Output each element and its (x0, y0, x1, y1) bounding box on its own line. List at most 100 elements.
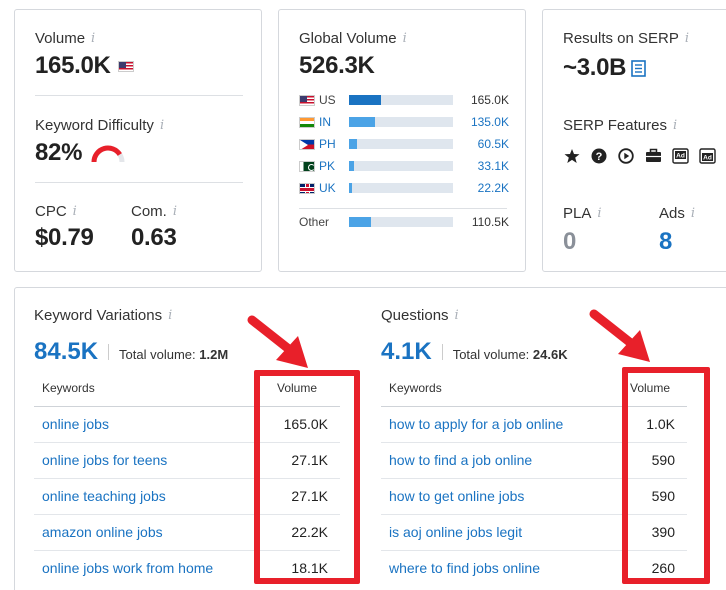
keyword-link[interactable]: online jobs work from home (42, 560, 214, 577)
ads-value[interactable]: 8 (659, 228, 673, 255)
ad-top-icon[interactable]: Ad (671, 147, 689, 165)
info-icon[interactable]: i (402, 31, 407, 46)
ph-flag-icon (299, 138, 315, 150)
keyword-link[interactable]: is aoj online jobs legit (381, 514, 613, 551)
country-row-in[interactable]: IN 135.0K (299, 114, 509, 130)
separator (441, 344, 443, 360)
highlight-box (622, 367, 710, 584)
serp-card: Results on SERP i ~3.0B SERP Features i ? … (542, 9, 726, 272)
annotation-arrow (589, 309, 650, 362)
keyword-link[interactable]: where to find jobs online (389, 560, 540, 577)
info-icon[interactable]: i (454, 308, 459, 323)
ads-label: Ads i (659, 205, 696, 222)
in-flag-icon (299, 116, 315, 128)
cpc-value: $0.79 (35, 224, 94, 251)
country-code: IN (319, 115, 331, 129)
global-volume-card: Global Volume i 526.3K US 165.0K IN 135.0K PH… (278, 9, 526, 272)
divider (35, 95, 243, 96)
country-volume: 60.5K (477, 137, 509, 151)
keyword-variations-table: Keywords Volume online jobs 165.0K online … (34, 370, 340, 586)
volume-cell: 18.1K (291, 560, 328, 577)
pla-label: PLA i (563, 205, 602, 222)
difficulty-gauge-icon (91, 145, 125, 163)
keyword-variations-stat: 84.5K Total volume: 1.2M (34, 338, 228, 366)
info-icon[interactable]: i (72, 204, 77, 219)
info-icon[interactable]: i (690, 206, 696, 221)
volume-value: 165.0K (35, 52, 134, 80)
volume-bar (349, 161, 453, 171)
country-code: PH (319, 137, 336, 151)
keyword-link[interactable]: amazon online jobs (34, 514, 254, 551)
table-row: how to apply for a job online 1.0K (381, 406, 687, 443)
country-volume: 135.0K (470, 115, 509, 129)
info-icon[interactable]: i (91, 31, 96, 46)
info-icon[interactable]: i (159, 118, 165, 133)
pla-value: 0 (563, 228, 577, 255)
volume-cell: 27.1K (254, 478, 340, 515)
us-flag-icon (117, 60, 134, 72)
keyword-link[interactable]: online jobs for teens (34, 442, 254, 479)
keyword-link[interactable]: online teaching jobs (34, 478, 254, 515)
keyword-link[interactable]: how to get online jobs (381, 478, 613, 515)
volume-bar (349, 183, 453, 193)
info-icon[interactable]: i (597, 206, 602, 221)
keyword-link[interactable]: how to apply for a job online (381, 406, 613, 443)
briefcase-icon[interactable] (644, 147, 662, 165)
volume-bar (349, 117, 453, 127)
ad-bottom-icon[interactable]: Ad (698, 147, 716, 165)
country-code: PK (319, 159, 336, 173)
table-row: online teaching jobs 27.1K (34, 478, 340, 515)
svg-text:?: ? (596, 151, 603, 163)
us-flag-icon (299, 94, 315, 106)
keyword-difficulty-value: 82% (35, 139, 126, 167)
divider (299, 208, 507, 209)
country-code: UK (319, 181, 336, 195)
pk-flag-icon (299, 160, 315, 172)
keyword-link[interactable]: how to find a job online (381, 442, 613, 479)
keyword-variations-count[interactable]: 84.5K (34, 338, 99, 365)
overview-card: Volume i 165.0K Keyword Difficulty i 82% C… (14, 9, 262, 272)
global-volume-label: Global Volume i (299, 30, 407, 47)
info-icon[interactable]: i (168, 308, 173, 323)
questions-count[interactable]: 4.1K (381, 338, 432, 365)
volume-bar (349, 95, 453, 105)
country-volume: 165.0K (470, 93, 509, 107)
volume-cell: 27.1K (254, 442, 340, 479)
svg-text:Ad: Ad (703, 155, 712, 162)
volume-bar (349, 139, 453, 149)
play-icon[interactable] (617, 147, 635, 165)
country-row-us[interactable]: US 165.0K (299, 92, 509, 108)
volume-bar-fill (349, 217, 371, 227)
country-volume: 33.1K (477, 159, 509, 173)
volume-cell: 22.2K (254, 514, 340, 551)
country-row-pk[interactable]: PK 33.1K (299, 158, 509, 174)
volume-cell: 260 (651, 560, 675, 577)
info-icon[interactable]: i (684, 31, 690, 46)
questions-stat: 4.1K Total volume: 24.6K (381, 338, 568, 366)
keyword-link[interactable]: online jobs (34, 406, 254, 443)
serp-features-icons: ? Ad Ad (563, 147, 716, 165)
country-row-uk[interactable]: UK 22.2K (299, 180, 509, 196)
results-on-serp-value: ~3.0B (563, 54, 647, 82)
document-icon[interactable] (631, 59, 647, 77)
column-header-keywords[interactable]: Keywords (34, 370, 254, 407)
uk-flag-icon (299, 182, 315, 194)
column-header-volume[interactable]: Volume (254, 370, 340, 407)
volume-bar-fill (349, 95, 382, 105)
question-icon[interactable]: ? (590, 147, 608, 165)
column-header-keywords[interactable]: Keywords (381, 370, 613, 407)
questions-title: Questions i (381, 307, 459, 324)
cpc-label: CPC i (35, 203, 77, 220)
volume-bar-fill (349, 183, 353, 193)
table-row: online jobs work from home 18.1K (34, 550, 340, 586)
svg-text:Ad: Ad (676, 153, 685, 160)
keyword-difficulty-label: Keyword Difficulty i (35, 117, 165, 134)
country-row-ph[interactable]: PH 60.5K (299, 136, 509, 152)
table-row: online jobs for teens 27.1K (34, 442, 340, 479)
volume-bar (349, 217, 453, 227)
country-code: US (319, 93, 336, 107)
info-icon[interactable]: i (672, 118, 678, 133)
star-icon[interactable] (563, 147, 581, 165)
info-icon[interactable]: i (172, 204, 178, 219)
volume-bar-fill (349, 139, 358, 149)
